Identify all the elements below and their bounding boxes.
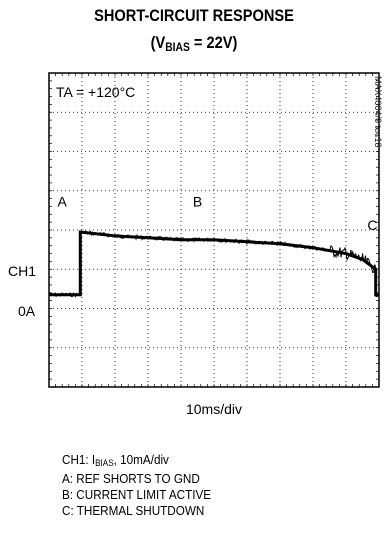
marker-c: C xyxy=(367,217,377,233)
temperature-annotation: TA = +120°C xyxy=(56,84,135,100)
watermark-label: MAX4004/6 toc13 xyxy=(373,76,383,148)
legend-ch1-sub: BIAS xyxy=(95,458,114,468)
chart-title-line2: (VBIAS = 22V) xyxy=(27,33,361,54)
marker-b: B xyxy=(193,193,202,209)
time-scale-label: 10ms/div xyxy=(186,401,242,417)
title-vbias-suffix: = 22V) xyxy=(189,33,238,52)
center-ticks xyxy=(48,72,380,388)
plot-grid xyxy=(49,73,379,387)
chart-title-line1: SHORT-CIRCUIT RESPONSE xyxy=(94,6,294,25)
legend-ch1-prefix: CH1: I xyxy=(62,452,96,467)
ch1-trace-noise xyxy=(48,230,380,298)
marker-a: A xyxy=(58,193,68,209)
zero-level-label: 0A xyxy=(18,303,36,319)
title-vbias-subscript: BIAS xyxy=(165,40,190,54)
legend: CH1: IBIAS, 10mA/div A: REF SHORTS TO GN… xyxy=(62,452,211,519)
legend-ch1-suffix: , 10mA/div xyxy=(113,452,169,467)
legend-line-c: C: THERMAL SHUTDOWN xyxy=(62,503,205,518)
markers-layer: A B C xyxy=(58,193,378,233)
legend-line-ch1: CH1: IBIAS, 10mA/div xyxy=(62,452,211,471)
legend-line-a: A: REF SHORTS TO GND xyxy=(62,471,200,486)
legend-line-b: B: CURRENT LIMIT ACTIVE xyxy=(62,487,212,502)
title-vbias-prefix: (V xyxy=(150,33,166,52)
channel-label: CH1 xyxy=(8,263,36,279)
